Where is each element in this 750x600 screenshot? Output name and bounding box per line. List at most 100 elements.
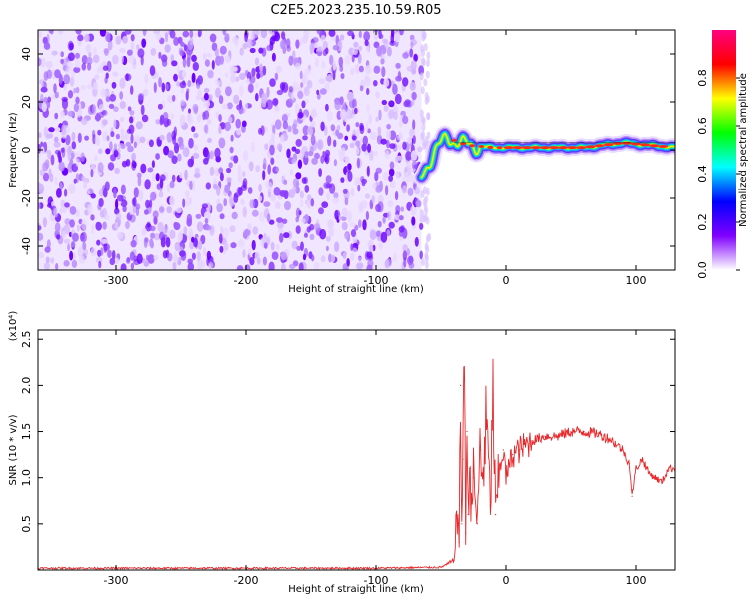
noise-blob [332,70,336,81]
noise-blob [247,83,254,94]
noise-blob [347,163,352,171]
noise-blob [104,48,109,56]
noise-blob [90,247,97,257]
noise-blob [342,188,348,194]
noise-blob [380,138,388,145]
noise-blob [39,169,45,176]
noise-blob [43,71,49,81]
noise-blob [419,250,424,260]
noise-blob [47,96,52,103]
noise-blob [383,78,390,87]
noise-blob [295,62,301,70]
noise-blob [311,157,318,165]
noise-blob [196,113,202,123]
noise-blob [113,188,117,199]
noise-blob [322,150,326,158]
noise-blob [93,82,98,90]
noise-blob [129,110,135,116]
noise-blob [354,63,360,75]
noise-blob [78,255,86,264]
noise-blob [358,256,362,265]
noise-blob [302,253,307,261]
noise-blob [402,244,408,252]
noise-blob [336,124,341,131]
noise-blob [81,63,87,71]
noise-blob [120,199,128,207]
noise-blob [149,238,154,248]
noise-blob [130,85,134,95]
noise-blob [206,150,210,162]
noise-blob [147,254,155,264]
snr-point [456,514,458,516]
noise-blob [313,223,321,231]
noise-blob [309,223,315,231]
noise-blob [136,172,142,179]
noise-blob [332,44,340,51]
snr-point [453,560,455,562]
snr-point [502,449,504,451]
noise-blob [409,48,414,58]
noise-blob [55,263,59,270]
noise-blob [395,205,401,214]
noise-blob [350,187,355,197]
noise-blob [346,258,350,267]
noise-blob [392,252,397,262]
noise-blob [173,142,180,154]
noise-blob [136,44,140,51]
noise-blob [133,141,137,149]
noise-blob [99,209,105,218]
noise-blob [194,32,198,38]
noise-blob [304,214,309,222]
noise-blob [303,232,308,238]
noise-blob [292,178,299,188]
noise-blob [69,219,75,228]
noise-blob [60,147,65,153]
noise-blob [261,93,268,104]
noise-blob [421,258,425,266]
noise-blob [122,205,127,213]
noise-blob [42,217,48,228]
noise-blob [244,31,249,43]
noise-blob [59,207,64,214]
noise-blob [110,131,115,138]
noise-blob [103,243,110,251]
noise-blob [334,241,340,252]
noise-blob [421,49,425,57]
noise-blob [242,249,246,258]
signal-peak [594,144,605,148]
noise-blob [126,128,132,134]
signal-peak [621,141,632,145]
noise-blob [404,99,411,107]
noise-blob [237,164,242,176]
noise-blob [304,98,309,104]
noise-blob [300,82,304,88]
noise-blob [40,141,44,147]
noise-blob [382,171,389,181]
noise-blob [240,184,248,191]
noise-blob [252,226,259,235]
signal-peak [512,146,523,150]
noise-blob [87,62,92,71]
noise-blob [162,227,167,235]
noise-blob [276,89,284,96]
noise-blob [53,83,57,94]
x-tick-label: -100 [364,574,389,587]
noise-blob [166,184,171,192]
noise-blob [267,164,272,175]
noise-blob [167,150,174,159]
noise-blob [291,123,297,131]
noise-blob [247,223,252,231]
noise-blob [340,177,345,183]
noise-blob [46,133,54,139]
noise-blob [60,51,64,58]
noise-blob [268,261,275,270]
noise-blob [92,54,100,64]
noise-blob [158,77,162,88]
noise-blob [301,100,306,109]
noise-blob [334,100,342,111]
noise-blob [335,129,340,137]
noise-blob [421,117,426,125]
noise-blob [70,240,76,248]
noise-blob [317,139,324,151]
noise-blob [325,236,331,242]
